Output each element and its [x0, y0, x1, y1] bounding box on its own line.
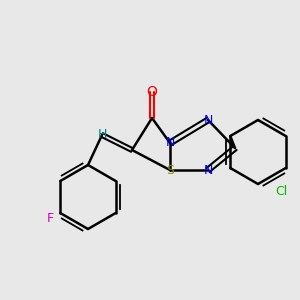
- Text: N: N: [165, 136, 175, 149]
- Text: N: N: [203, 113, 213, 127]
- Text: F: F: [46, 212, 53, 226]
- Text: S: S: [166, 164, 174, 176]
- Text: H: H: [97, 128, 107, 142]
- Text: N: N: [203, 164, 213, 176]
- Text: Cl: Cl: [275, 185, 287, 198]
- Text: O: O: [147, 85, 158, 99]
